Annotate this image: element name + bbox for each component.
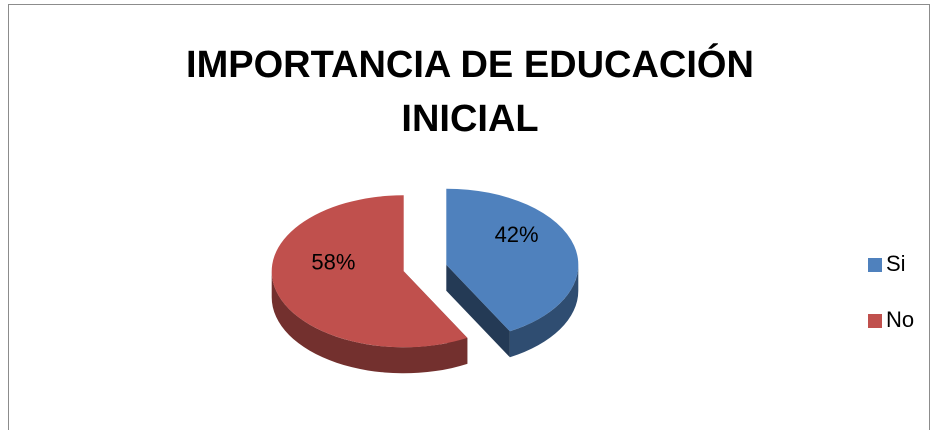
chart-title: IMPORTANCIA DE EDUCACIÓN INICIAL (186, 44, 754, 140)
chart-frame (8, 4, 930, 430)
pie-side (509, 264, 579, 358)
legend-label: Si (886, 251, 906, 276)
pie-slice (446, 188, 579, 332)
pie-slice (271, 195, 468, 348)
pie-side (271, 271, 468, 374)
pie-wall (446, 264, 510, 358)
legend-swatch (868, 314, 882, 328)
data-label: 42% (495, 222, 539, 247)
data-label: 58% (311, 250, 355, 275)
legend-label: No (886, 307, 914, 332)
legend-swatch (868, 258, 882, 272)
